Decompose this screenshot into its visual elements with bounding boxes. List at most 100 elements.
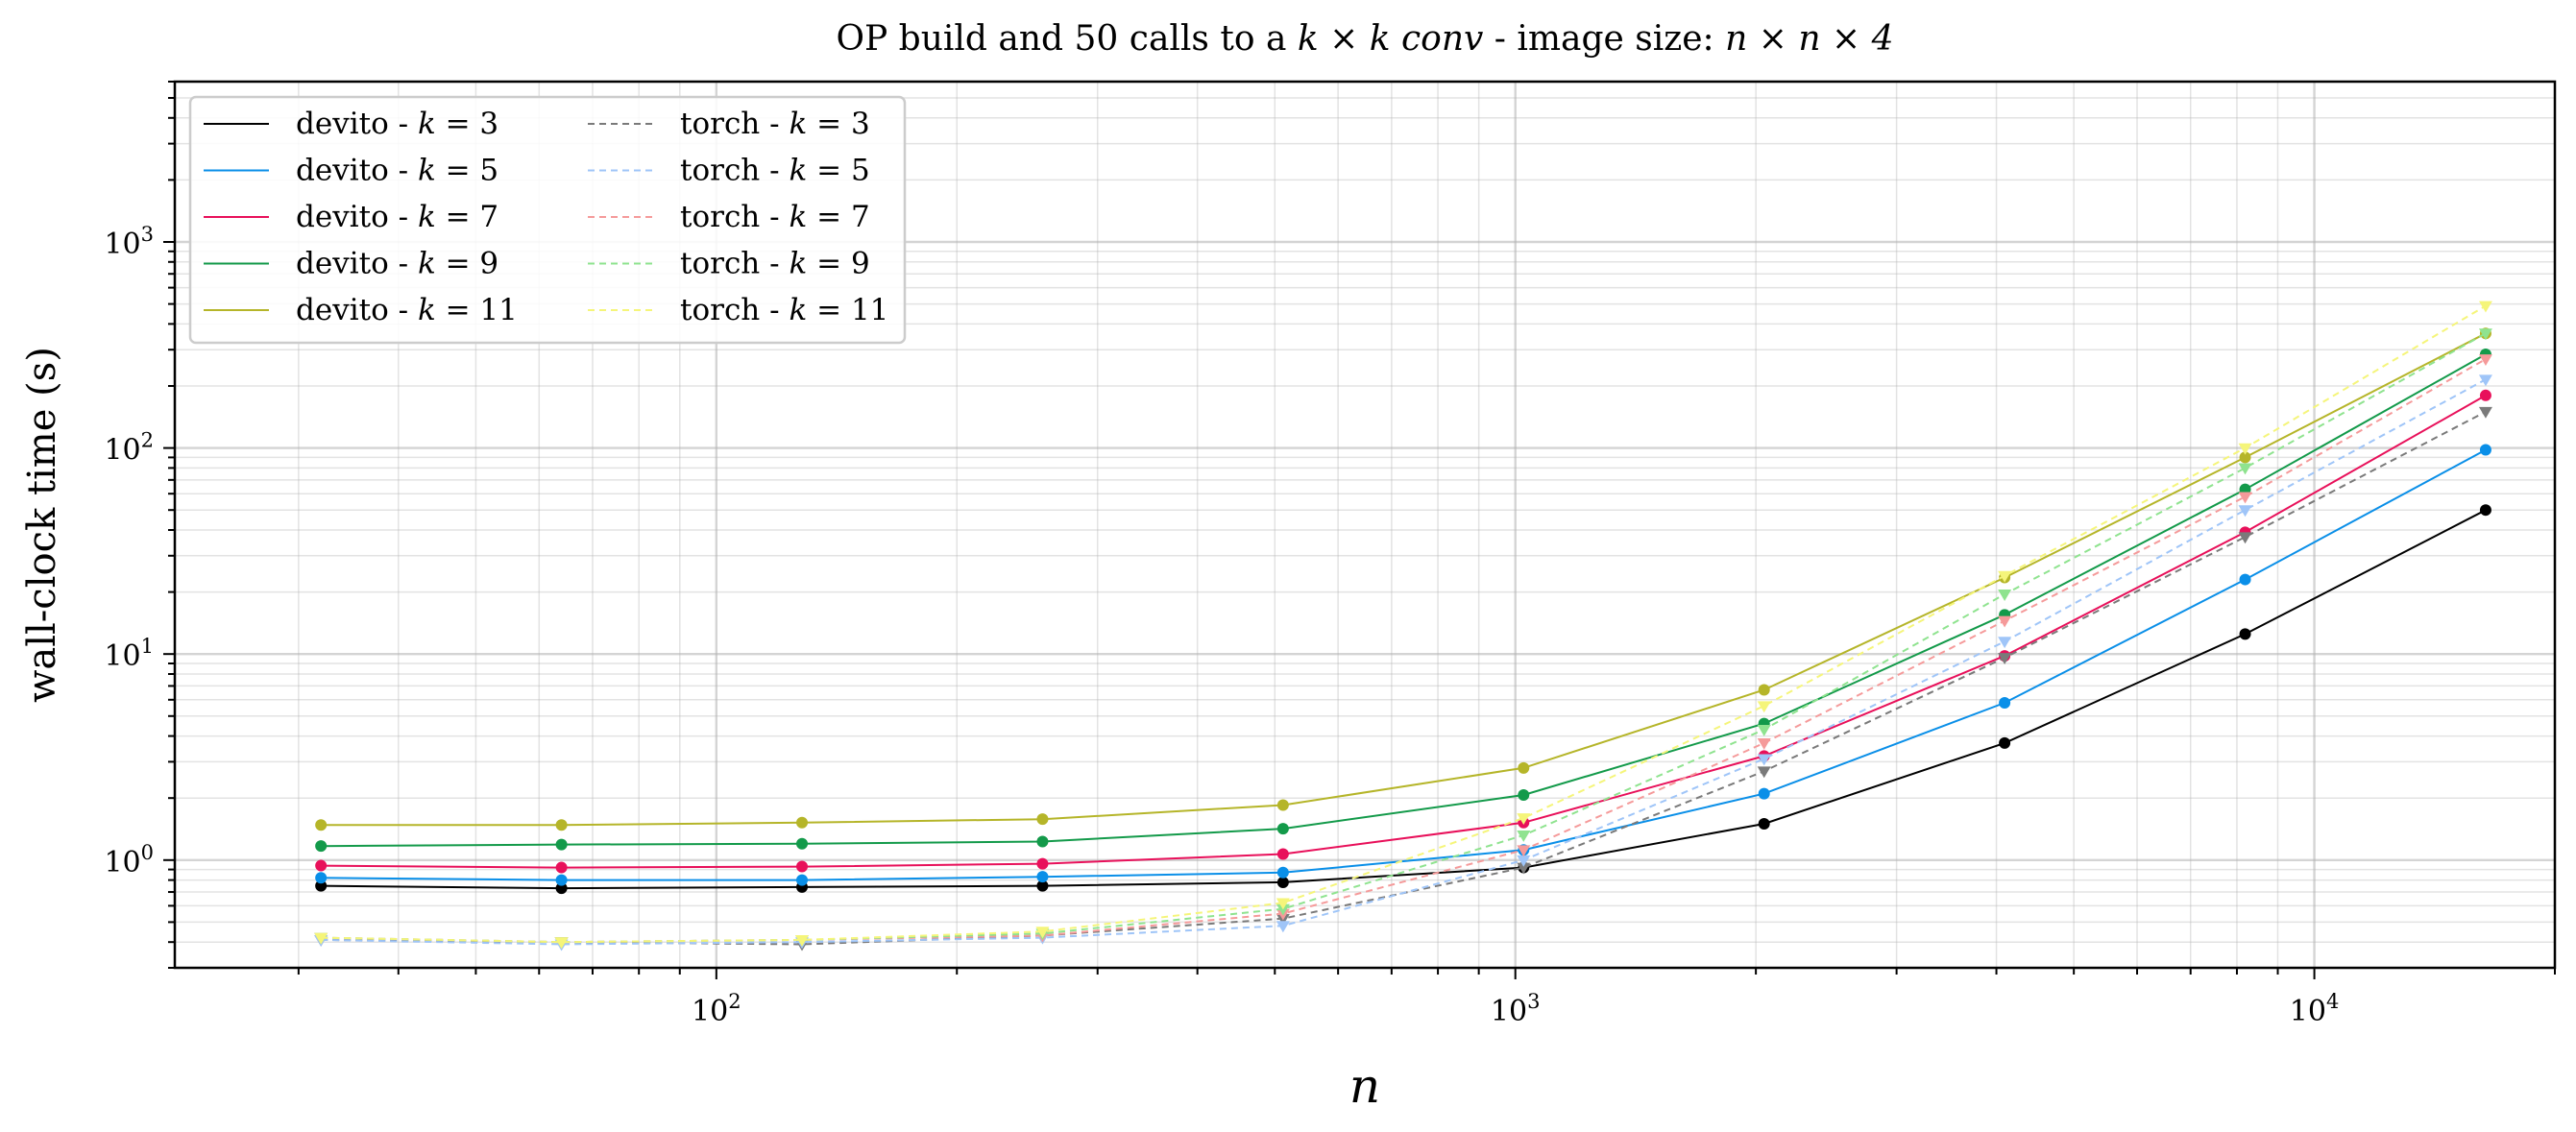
data-point [315,819,328,831]
data-point [1757,701,1771,713]
data-point [555,882,568,895]
data-point [2479,389,2491,401]
data-point [1998,653,2012,664]
data-point [1276,921,1290,933]
data-point [1518,788,1530,801]
y-tick-label: 103 [104,223,154,261]
data-point [1758,818,1770,831]
x-tick-label: 104 [2290,990,2340,1028]
legend-item-devito-k5: devito - k = 5 [204,154,498,188]
legend-label: torch - k = 5 [680,154,870,188]
legend-item-devito-k11: devito - k = 11 [204,293,518,327]
legend-label: devito - k = 11 [296,293,518,327]
series-devito-k7 [315,389,2491,874]
data-point [2239,628,2251,640]
plot-frame [173,80,2557,970]
legend-label: torch - k = 7 [680,200,870,234]
x-tick-label: 102 [692,990,741,1028]
y-tick-label: 102 [104,429,154,468]
series-line [321,410,2487,946]
series-line [321,378,2487,946]
series-torch-k11 [314,301,2492,950]
data-point [1517,855,1531,867]
legend-label: devito - k = 9 [296,247,498,281]
series-line [321,509,2487,890]
y-tick-label: 100 [104,841,154,879]
legend-label: torch - k = 11 [680,293,888,327]
data-point [1998,637,2012,649]
legend-label: devito - k = 3 [296,107,498,141]
data-point [1036,871,1049,883]
data-point [2239,573,2251,586]
legend-item-devito-k7: devito - k = 7 [204,200,498,234]
data-point [1999,696,2011,709]
data-point [315,840,328,853]
legend-item-devito-k9: devito - k = 9 [204,247,498,281]
data-point [1276,823,1289,835]
title-middle: - image size: [1483,19,1725,59]
series-line [321,394,2487,869]
series-line [321,353,2487,848]
data-point [1036,835,1049,848]
data-point [1998,590,2012,601]
data-point [796,874,809,886]
chart-title: OP build and 50 calls to a k × k conv - … [836,19,1893,59]
legend-frame [188,95,907,345]
data-point [1998,570,2012,583]
series-line [321,332,2487,944]
data-point [1276,866,1289,879]
axis-ticks: 102 103 104 100 101 102 103 [104,81,2556,1028]
data-point [555,819,568,831]
title-n-expr: n × n × 4 [1725,19,1893,59]
legend-label: devito - k = 5 [296,154,498,188]
data-point [1517,845,1531,857]
y-tick-label: 101 [104,635,154,673]
data-point [2238,443,2252,455]
data-point [2479,444,2491,456]
legend-item-torch-k9: torch - k = 9 [588,247,870,281]
data-point [1757,737,1771,750]
legend-item-torch-k11: torch - k = 11 [588,293,888,327]
data-point [2478,328,2492,341]
legend-label: torch - k = 9 [680,247,870,281]
data-point [2479,504,2491,517]
data-point [2478,354,2492,367]
data-point [314,932,328,945]
data-point [555,861,568,874]
data-point [1036,857,1049,870]
data-point [2238,532,2252,544]
series-devito-k9 [315,348,2491,853]
data-point [554,937,569,950]
data-point [2238,505,2252,518]
data-point [1036,813,1049,826]
data-point [2238,492,2252,504]
data-point [2238,463,2252,475]
series-devito-k11 [315,327,2491,831]
series-torch-k9 [314,328,2492,950]
data-point [796,816,809,829]
data-point [2239,451,2251,464]
series-line [321,358,2487,944]
data-point [1276,903,1290,916]
title-k-expr: k × k [1298,19,1391,59]
legend-item-torch-k5: torch - k = 5 [588,154,870,188]
data-point [555,874,568,886]
title-prefix: OP build and 50 calls to a [836,19,1297,59]
series-line [321,448,2487,881]
data-point [1757,766,1771,779]
data-point [1517,862,1531,875]
data-point [1036,879,1049,892]
legend-item-torch-k7: torch - k = 7 [588,200,870,234]
data-point [2478,301,2492,313]
legend-label: devito - k = 7 [296,200,498,234]
data-point [2478,374,2492,387]
data-point [1757,754,1771,766]
data-point [1517,813,1531,825]
y-axis-label: wall-clock time (s) [20,347,64,703]
data-point [1276,799,1289,811]
legend-item-torch-k3: torch - k = 3 [588,107,870,141]
data-point [1517,831,1531,842]
data-point [1999,736,2011,749]
x-axis-label: n [1349,1058,1380,1114]
legend-label: torch - k = 3 [680,107,870,141]
